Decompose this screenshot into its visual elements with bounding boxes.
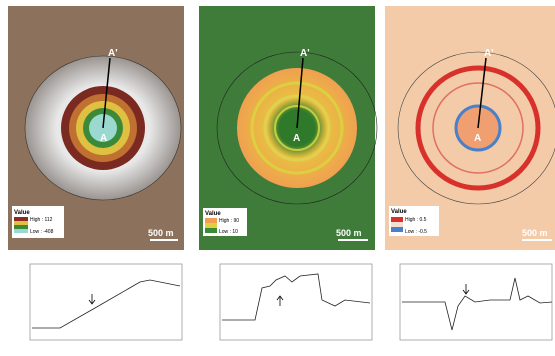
- profile-plot: [29, 263, 183, 341]
- panel-slope: A' A Value High : 90 Low : 10 500 m: [199, 6, 378, 250]
- legend-title: Value: [391, 209, 407, 215]
- legend: Value High : 112 Low : -408: [12, 206, 64, 238]
- profile-plot: [399, 263, 553, 341]
- profile-plot: [219, 263, 373, 341]
- legend-title: Value: [205, 211, 221, 217]
- scale-label: 500 m: [148, 228, 174, 238]
- top-label: A': [484, 48, 494, 59]
- scale-label: 500 m: [522, 228, 548, 238]
- profile-line: [102, 57, 111, 129]
- rim-ring: [415, 65, 541, 191]
- profile-line: [477, 57, 487, 129]
- center-label: A: [474, 133, 481, 144]
- legend-high: High : 0.5: [405, 217, 427, 223]
- legend-low: Low : -408: [30, 229, 54, 235]
- scale-label: 500 m: [336, 228, 362, 238]
- legend-low: Low : 10: [219, 229, 238, 235]
- legend: Value High : 90 Low : 10: [203, 208, 247, 236]
- top-label: A': [300, 48, 310, 59]
- halo: [216, 51, 378, 205]
- legend-title: Value: [14, 210, 30, 216]
- panel-curvature: A' A Value High : 0.5 Low : -0.5 500 m: [385, 6, 555, 250]
- legend-high: High : 90: [219, 218, 239, 224]
- profile-line: [296, 57, 304, 129]
- center-label: A: [100, 133, 107, 144]
- center-label: A: [293, 133, 300, 144]
- top-label: A': [108, 48, 118, 59]
- legend-low: Low : -0.5: [405, 229, 427, 235]
- panel-elevation: A' A Value High : 112 Low : -408 500 m: [8, 6, 184, 250]
- legend-high: High : 112: [30, 217, 53, 223]
- legend: Value High : 0.5 Low : -0.5: [389, 206, 439, 236]
